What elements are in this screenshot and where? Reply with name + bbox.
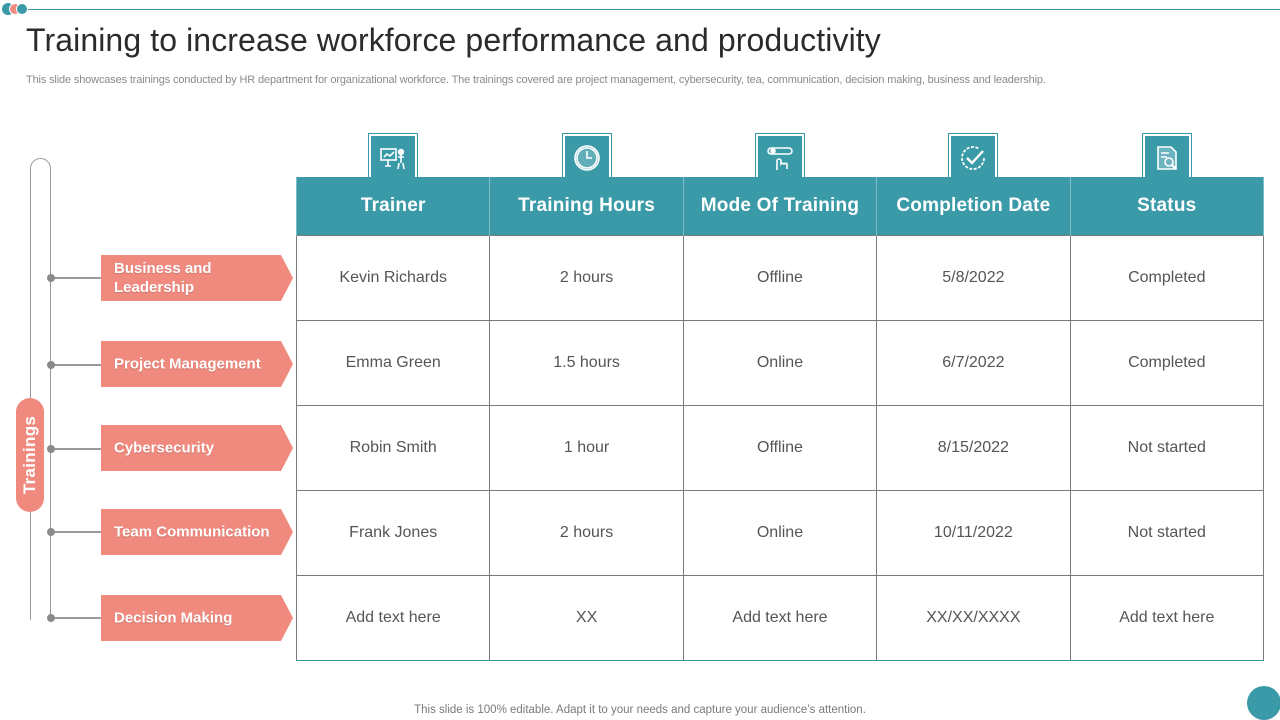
table-row: Frank Jones 2 hours Online 10/11/2022 No… [295,489,1265,576]
document-search-icon [1143,134,1191,182]
table-row: Kevin Richards 2 hours Offline 5/8/2022 … [295,234,1265,321]
training-tag-label: Project Management [114,355,261,373]
cell-training-hours: 2 hours [489,489,684,576]
connector-line [51,364,101,366]
training-table: Trainer Training Hours Mode Of Training … [295,177,1265,661]
training-tag-cybersecurity: Cybersecurity [101,425,293,471]
cell-trainer: Kevin Richards [295,234,491,321]
training-tag-label: Business and Leadership [114,260,212,296]
header-mode-of-training: Mode Of Training [682,177,878,235]
cell-completion-date: 6/7/2022 [876,319,1071,406]
cell-completion-date: XX/XX/XXXX [876,574,1071,661]
cell-status: Add text here [1069,574,1265,661]
cell-status: Completed [1069,234,1265,321]
corner-decor-circle [1247,686,1280,720]
cell-training-hours: 2 hours [489,234,684,321]
cell-training-hours: 1.5 hours [489,319,684,406]
checkmark-icon [949,134,997,182]
header-status: Status [1069,177,1265,235]
slide-footer-note: This slide is 100% editable. Adapt it to… [414,704,866,716]
cell-mode: Online [682,319,878,406]
connector-dot [47,614,55,622]
table-header-row: Trainer Training Hours Mode Of Training … [295,177,1265,235]
cell-mode: Add text here [682,574,878,661]
top-divider-line [22,9,1280,10]
table-row: Robin Smith 1 hour Offline 8/15/2022 Not… [295,404,1265,491]
cell-trainer: Add text here [295,574,491,661]
training-tag-label: Cybersecurity [114,439,215,457]
cell-status: Completed [1069,319,1265,406]
cell-completion-date: 5/8/2022 [876,234,1071,321]
training-tag-label: Team Communication [114,523,270,541]
header-completion-date: Completion Date [876,177,1071,235]
trainings-pill: Trainings [16,398,44,512]
trainings-rail [30,158,51,620]
presentation-icon [369,134,417,182]
training-tag-project-management: Project Management [101,341,293,387]
connector-line [51,617,101,619]
cell-training-hours: XX [489,574,684,661]
cell-trainer: Emma Green [295,319,491,406]
connector-dot [47,361,55,369]
connector-dot [47,274,55,282]
training-tag-team-communication: Team Communication [101,509,293,555]
table-row: Add text here XX Add text here XX/XX/XXX… [295,574,1265,661]
connector-line [51,277,101,279]
cell-trainer: Frank Jones [295,489,491,576]
cell-status: Not started [1069,489,1265,576]
cell-mode: Online [682,489,878,576]
cell-training-hours: 1 hour [489,404,684,491]
header-training-hours: Training Hours [489,177,684,235]
clock-icon [563,134,611,182]
cell-completion-date: 8/15/2022 [876,404,1071,491]
training-tag-business-leadership: Business and Leadership [101,255,293,301]
slide-title: Training to increase workforce performan… [26,22,881,58]
pointer-icon [756,134,804,182]
connector-line [51,531,101,533]
table-row: Emma Green 1.5 hours Online 6/7/2022 Com… [295,319,1265,406]
cell-mode: Offline [682,234,878,321]
cell-trainer: Robin Smith [295,404,491,491]
connector-line [51,448,101,450]
connector-dot [47,528,55,536]
training-tag-decision-making: Decision Making [101,595,293,641]
cell-status: Not started [1069,404,1265,491]
connector-dot [47,445,55,453]
decor-dot [16,3,28,15]
cell-completion-date: 10/11/2022 [876,489,1071,576]
trainings-label: Trainings [20,415,39,495]
slide-subtitle: This slide showcases trainings conducted… [26,74,1046,86]
cell-mode: Offline [682,404,878,491]
training-tag-label: Decision Making [114,609,233,627]
header-trainer: Trainer [295,177,491,235]
